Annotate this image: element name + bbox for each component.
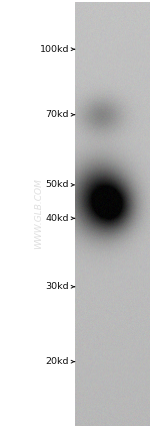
Text: WWW.GLB.COM: WWW.GLB.COM xyxy=(34,178,43,250)
Text: 100kd: 100kd xyxy=(39,45,75,54)
Text: 50kd: 50kd xyxy=(45,180,75,190)
Text: 70kd: 70kd xyxy=(45,110,75,119)
Text: 40kd: 40kd xyxy=(45,214,75,223)
Text: 20kd: 20kd xyxy=(45,357,75,366)
Text: 30kd: 30kd xyxy=(45,282,75,291)
